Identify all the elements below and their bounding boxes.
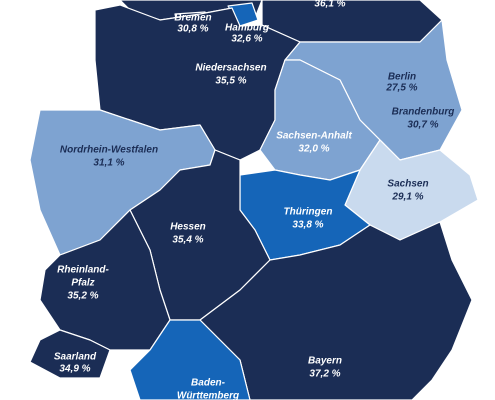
region-value: 31,1 % [93,158,124,169]
region-name: Berlin [388,72,416,83]
region-name: Rheinland- [57,265,109,276]
region-value: 27,5 % [385,83,417,94]
region-name: Sachsen-Anhalt [276,131,352,142]
region-shape [129,319,251,400]
region-name: Hamburg [225,23,269,34]
region-value: 36,1 % [314,0,345,10]
region-name: Baden- [191,378,226,389]
region-name: Hessen [170,222,206,233]
region-value: 33,8 % [292,220,323,231]
region-name: Sachsen [387,179,428,190]
region-value: 32,6 % [231,34,262,45]
region-value: 30,8 % [177,24,208,35]
region-name: Pfalz [71,278,94,289]
region-value: 30,7 % [407,120,438,131]
region-value: 32,0 % [298,144,329,155]
region-name: Niedersachsen [195,63,266,74]
region-value: 37,2 % [309,369,340,380]
region-name: Bayern [308,356,342,367]
regions [29,0,479,400]
region-name: Bremen [174,13,211,24]
region-value: 35,5 % [215,76,246,87]
region-name: Brandenburg [392,107,455,118]
region-shape [261,0,443,43]
region-value: 29,1 % [391,192,423,203]
region-name: Württemberg [177,391,239,400]
region-value: 35,4 % [172,235,203,246]
region-shape [29,329,111,379]
region-value: 35,2 % [67,291,98,302]
region-name: Saarland [54,352,97,363]
region-name: Nordrhein-Westfalen [60,145,158,156]
region-value: 34,9 % [59,364,90,375]
region-name: Thüringen [284,207,333,218]
